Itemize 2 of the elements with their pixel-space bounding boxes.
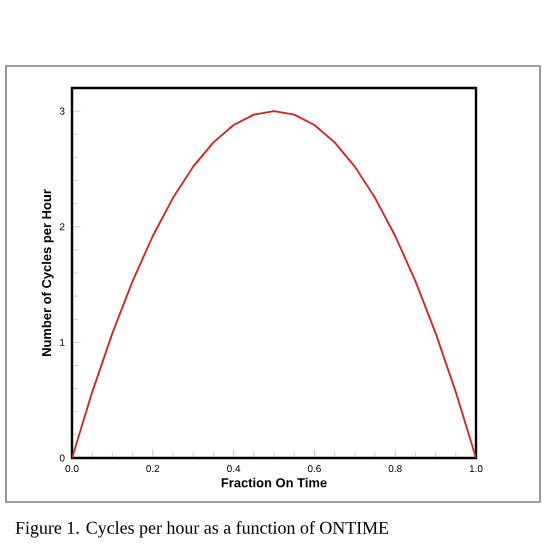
caption: Figure 1. Cycles per hour as a function of ONTIME (15, 521, 389, 538)
line-series (72, 110, 477, 458)
